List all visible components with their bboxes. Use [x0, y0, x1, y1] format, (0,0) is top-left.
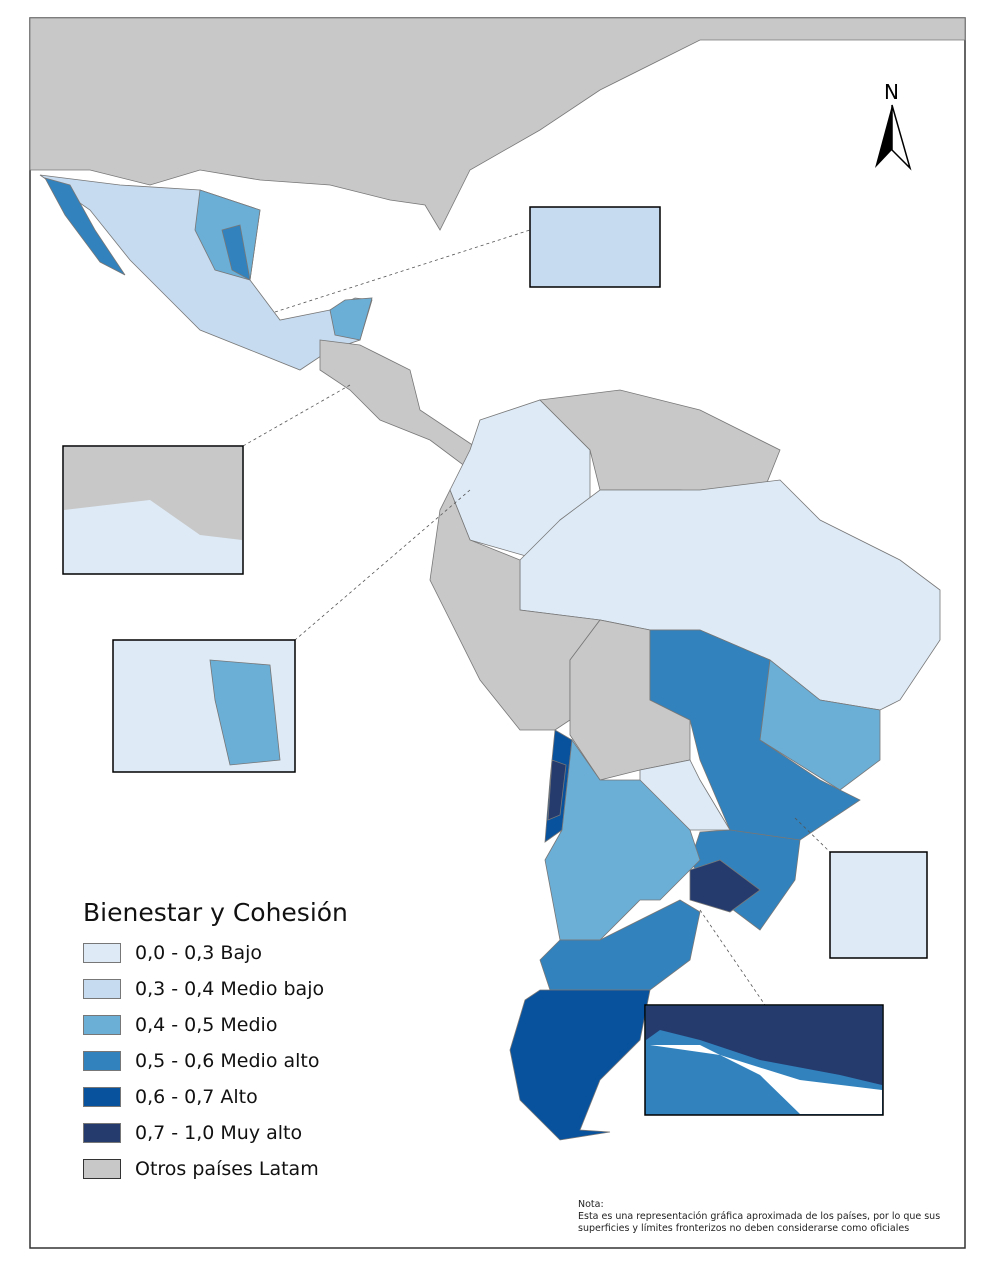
legend-label: 0,7 - 1,0 Muy alto [135, 1122, 303, 1144]
baja-california [44, 177, 126, 276]
yucatan [329, 297, 373, 341]
bolivia [569, 619, 691, 781]
note-title: Nota: [578, 1199, 604, 1210]
note: Nota: Esta es una representación gráfica… [578, 1199, 940, 1235]
note-line: Esta es una representación gráfica aprox… [578, 1211, 941, 1222]
legend-swatch [83, 1087, 121, 1107]
note-line: superficies y límites fronterizos no deb… [578, 1223, 910, 1234]
legend-title: Bienestar y Cohesión [83, 898, 348, 927]
inset-el-salvador-gray [64, 447, 242, 540]
argentina-north [544, 738, 701, 941]
legend: Bienestar y Cohesión 0,0 - 0,3 Bajo 0,3 … [83, 898, 348, 1187]
patagonia [509, 989, 651, 1141]
north-arrow-icon [875, 104, 912, 171]
inset-uruguay-region [646, 1006, 882, 1085]
legend-label: 0,0 - 0,3 Bajo [135, 942, 262, 964]
north-america [29, 17, 966, 231]
legend-swatch [83, 1123, 121, 1143]
legend-swatch [83, 979, 121, 999]
legend-swatch [83, 943, 121, 963]
legend-item: 0,6 - 0,7 Alto [83, 1079, 348, 1115]
legend-item: Otros países Latam [83, 1151, 348, 1187]
chile-antofagasta [547, 759, 567, 821]
legend-label: 0,6 - 0,7 Alto [135, 1086, 258, 1108]
andes-gray [429, 489, 601, 731]
mexico-nuevo-leon [221, 224, 251, 281]
uruguay [689, 859, 761, 913]
legend-label: 0,5 - 0,6 Medio alto [135, 1050, 320, 1072]
legend-item: 0,7 - 1,0 Muy alto [83, 1115, 348, 1151]
inset-colombia-region [209, 659, 281, 766]
north-label: N [884, 80, 899, 104]
legend-label: 0,3 - 0,4 Medio bajo [135, 978, 325, 1000]
legend-swatch [83, 1051, 121, 1071]
legend-item: 0,3 - 0,4 Medio bajo [83, 971, 348, 1007]
legend-label: Otros países Latam [135, 1158, 319, 1180]
legend-item: 0,4 - 0,5 Medio [83, 1007, 348, 1043]
argentina-pampa [539, 899, 701, 991]
legend-item: 0,5 - 0,6 Medio alto [83, 1043, 348, 1079]
legend-swatch [83, 1159, 121, 1179]
inset-mexico [529, 206, 661, 288]
legend-swatch [83, 1015, 121, 1035]
legend-item: 0,0 - 0,3 Bajo [83, 935, 348, 971]
legend-label: 0,4 - 0,5 Medio [135, 1014, 278, 1036]
inset-leader-lines [242, 229, 831, 1006]
inset-brazil [829, 851, 928, 959]
brazil-east [759, 659, 881, 791]
inset-uruguay-water [650, 1045, 882, 1114]
